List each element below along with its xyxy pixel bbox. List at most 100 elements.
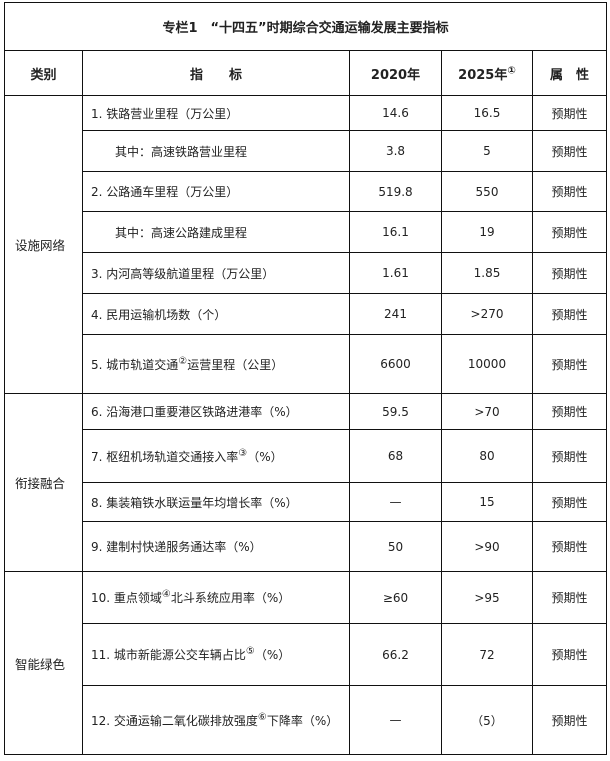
value-2025: （5） [441, 685, 533, 755]
value-2020: 50 [349, 521, 442, 572]
indicator-cell: 3. 内河高等级航道里程（万公里） [82, 252, 350, 294]
indicator-cell: 1. 铁路营业里程（万公里） [82, 95, 350, 131]
header-category: 类别 [4, 50, 83, 96]
value-2025: >270 [441, 293, 533, 335]
value-2020: — [349, 482, 442, 522]
table-row: 衔接融合 6. 沿海港口重要港区铁路进港率（%） 59.5 >70 预期性 [4, 393, 608, 572]
attribute-cell: 预期性 [531, 95, 608, 131]
indicator-tail: 下降率（%） [266, 713, 339, 728]
indicator-cell: 其中：高速公路建成里程 [82, 211, 350, 253]
indicator-text: 12. 交通运输二氧化碳排放强度 [91, 713, 258, 728]
value-2020: 16.1 [349, 211, 442, 253]
header-2020: 2020年 [349, 50, 442, 96]
table-row: 7. 枢纽机场轨道交通接入率③（%） 68 80 预期性 [5, 429, 608, 483]
indicator-text: 3. 内河高等级航道里程（万公里） [91, 266, 275, 281]
value-2025: 72 [441, 623, 533, 686]
footnote-mark: ⑤ [245, 646, 255, 657]
indicator-cell: 5. 城市轨道交通②运营里程（公里） [82, 334, 350, 394]
attribute-cell: 预期性 [531, 393, 608, 430]
indicator-cell: 11. 城市新能源公交车辆占比⑤（%） [82, 623, 350, 686]
indicator-text: 11. 城市新能源公交车辆占比 [91, 648, 246, 662]
attribute-cell: 预期性 [531, 429, 608, 483]
table-title: 专栏1 “十四五”时期综合交通运输发展主要指标 [3, 2, 608, 51]
indicator-text: 其中：高速铁路营业里程 [115, 144, 248, 159]
attribute-cell: 预期性 [531, 211, 608, 253]
attribute-cell: 预期性 [531, 252, 608, 294]
attribute-cell: 预期性 [531, 685, 608, 755]
table-row: 11. 城市新能源公交车辆占比⑤（%） 66.2 72 预期性 [5, 623, 608, 686]
value-2020: 519.8 [349, 171, 442, 212]
indicator-text: 其中：高速公路建成里程 [115, 225, 248, 240]
value-2020: 59.5 [349, 393, 442, 430]
attribute-cell: 预期性 [531, 623, 608, 686]
table-row: 2. 公路通车里程（万公里） 519.8 550 预期性 [5, 171, 608, 212]
value-2025: >90 [441, 521, 533, 572]
table-row: 其中：高速铁路营业里程 3.8 5 预期性 [5, 130, 608, 172]
footnote-mark: ① [507, 65, 516, 77]
table-row: 智能绿色 10. 重点领域④北斗系统应用率（%） ≥60 >95 预期性 [4, 571, 608, 755]
indicator-text: 8. 集装箱铁水联运量年均增长率（%） [91, 495, 298, 510]
value-2020: ≥60 [349, 571, 442, 624]
value-2025: 1.85 [441, 252, 533, 294]
footnote-mark: ⑥ [257, 711, 267, 723]
indicators-table: 专栏1 “十四五”时期综合交通运输发展主要指标 类别 指 标 2020年 202… [3, 2, 608, 755]
value-2020: 6600 [349, 334, 442, 394]
value-2025: 5 [441, 130, 533, 172]
value-2020: — [349, 685, 442, 755]
value-2025: 550 [441, 171, 533, 212]
footnote-mark: ④ [161, 589, 171, 600]
indicator-cell: 9. 建制村快递服务通达率（%） [82, 521, 350, 572]
attribute-cell: 预期性 [531, 334, 608, 394]
value-2020: 14.6 [349, 95, 442, 131]
value-2025: 16.5 [441, 95, 533, 131]
table-row: 9. 建制村快递服务通达率（%） 50 >90 预期性 [5, 521, 608, 572]
category-cell: 衔接融合 [4, 393, 83, 572]
table-row: 3. 内河高等级航道里程（万公里） 1.61 1.85 预期性 [5, 252, 608, 294]
attribute-cell: 预期性 [531, 130, 608, 172]
table-row: 4. 民用运输机场数（个） 241 >270 预期性 [5, 293, 608, 335]
table-row: 8. 集装箱铁水联运量年均增长率（%） —15 预期性 [5, 482, 608, 522]
indicator-cell: 12. 交通运输二氧化碳排放强度⑥下降率（%） [82, 685, 350, 755]
indicator-cell: 10. 重点领域④北斗系统应用率（%） [82, 571, 350, 624]
indicator-text: 9. 建制村快递服务通达率（%） [91, 540, 262, 554]
value-2025: 19 [441, 211, 533, 253]
attribute-cell: 预期性 [531, 521, 608, 572]
attribute-cell: 预期性 [531, 171, 608, 212]
indicator-cell: 8. 集装箱铁水联运量年均增长率（%） [82, 482, 350, 522]
indicator-tail: （%） [247, 449, 283, 464]
indicator-text: 5. 城市轨道交通 [91, 357, 179, 372]
indicator-tail: （%） [254, 648, 291, 662]
value-2020: 66.2 [349, 623, 442, 686]
indicator-text: 4. 民用运输机场数（个） [91, 307, 227, 322]
indicator-cell: 4. 民用运输机场数（个） [82, 293, 350, 335]
category-cell: 智能绿色 [4, 571, 83, 755]
value-2020: 68 [349, 429, 442, 483]
indicator-text: 2. 公路通车里程（万公里） [91, 185, 239, 199]
footnote-mark: ② [178, 355, 188, 367]
value-2020: 3.8 [349, 130, 442, 172]
table-row: 5. 城市轨道交通②运营里程（公里） 6600 10000 预期性 [5, 334, 608, 394]
footnote-mark: ③ [238, 447, 248, 459]
attribute-cell: 预期性 [531, 571, 608, 624]
category-cell: 设施网络 [4, 95, 83, 394]
table-row: 其中：高速公路建成里程 16.1 19 预期性 [5, 211, 608, 253]
header-indicator: 指 标 [82, 50, 350, 96]
value-2025: 80 [441, 429, 533, 483]
value-2025: 10000 [441, 334, 533, 394]
indicator-text: 6. 沿海港口重要港区铁路进港率（%） [91, 405, 298, 419]
header-2025-label: 2025年 [458, 67, 508, 83]
indicator-cell: 6. 沿海港口重要港区铁路进港率（%） [82, 393, 350, 430]
value-2020: 1.61 [349, 252, 442, 294]
value-2025: 15 [441, 482, 533, 522]
indicator-text: 1. 铁路营业里程（万公里） [91, 106, 239, 121]
attribute-cell: 预期性 [531, 293, 608, 335]
table-row: 设施网络 1. 铁路营业里程（万公里） 14.6 16.5 预期性 [4, 95, 608, 394]
indicator-cell: 7. 枢纽机场轨道交通接入率③（%） [82, 429, 350, 483]
header-attribute: 属 性 [531, 50, 608, 96]
value-2025: >70 [441, 393, 533, 430]
indicator-cell: 其中：高速铁路营业里程 [82, 130, 350, 172]
value-2025: >95 [441, 571, 533, 624]
indicator-tail: 运营里程（公里） [187, 357, 284, 372]
indicator-cell: 2. 公路通车里程（万公里） [82, 171, 350, 212]
attribute-cell: 预期性 [531, 482, 608, 522]
